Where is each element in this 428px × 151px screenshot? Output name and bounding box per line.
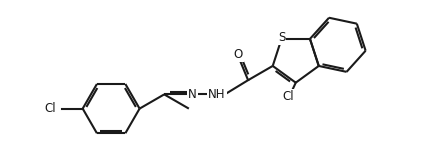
Text: Cl: Cl — [283, 90, 294, 103]
Text: N: N — [188, 88, 197, 101]
Text: S: S — [278, 31, 285, 44]
Text: Cl: Cl — [44, 102, 56, 115]
Text: O: O — [234, 48, 243, 61]
Text: NH: NH — [208, 88, 226, 101]
